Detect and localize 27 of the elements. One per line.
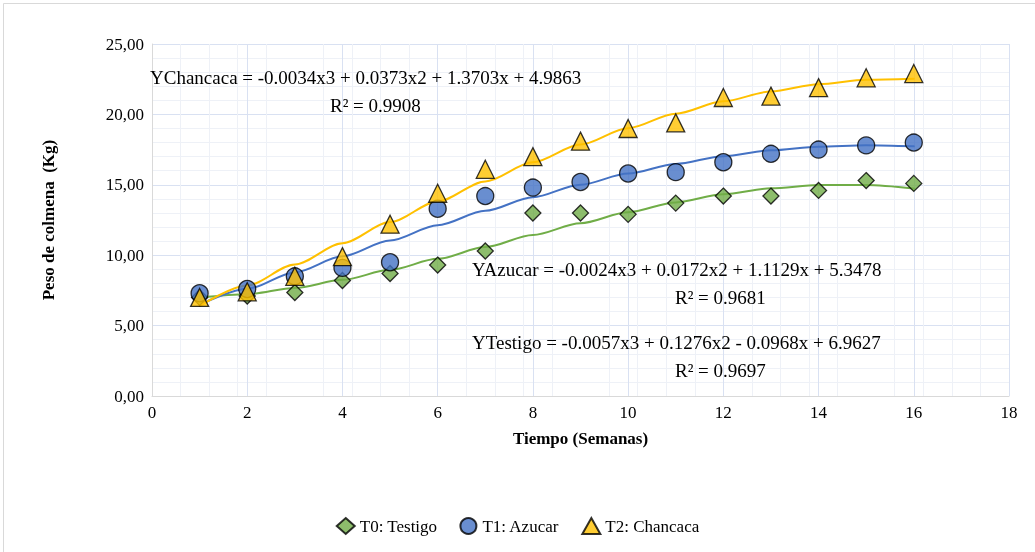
x-tick-label: 6 — [433, 403, 442, 422]
legend-label: T0: Testigo — [359, 516, 438, 536]
x-tick-label: 14 — [810, 403, 828, 422]
annotation: YAzucar = -0.0024x3 + 0.0172x2 + 1.1129x + 5.3478 — [472, 259, 882, 280]
annotation: YChancaca = -0.0034x3 + 0.0373x2 + 1.3703x + 4.9863 — [150, 67, 582, 88]
legend-label: T2: Chancaca — [605, 516, 700, 536]
x-tick-label: 2 — [242, 403, 252, 422]
annotation: R² = 0.9697 — [675, 360, 766, 381]
x-tick-label: 18 — [1000, 403, 1018, 422]
y-tick-label: 5,00 — [114, 316, 144, 336]
y-tick-label: 10,00 — [105, 245, 144, 265]
x-tick-label: 16 — [905, 403, 923, 422]
legend-label: T1: Azucar — [482, 516, 559, 536]
y-tick-label: 25,00 — [105, 34, 144, 54]
x-tick-label: 12 — [714, 403, 732, 422]
x-tick-label: 10 — [619, 403, 637, 422]
x-tick-label: 0 — [147, 403, 157, 422]
y-tick-label: 15,00 — [105, 175, 144, 195]
annotation: R² = 0.9681 — [675, 287, 766, 308]
annotation: YTestigo = -0.0057x3 + 0.1276x2 - 0.0968x + 6.9627 — [472, 332, 881, 353]
annotation: R² = 0.9908 — [330, 95, 421, 116]
x-axis-title: Tiempo (Semanas) — [512, 429, 649, 448]
x-tick-label: 8 — [528, 403, 538, 422]
y-axis-title: Peso de colmena (Kg) — [39, 139, 58, 301]
x-tick-label: 4 — [338, 403, 348, 422]
y-tick-label: 0,00 — [114, 386, 144, 406]
y-tick-label: 20,00 — [105, 104, 144, 124]
